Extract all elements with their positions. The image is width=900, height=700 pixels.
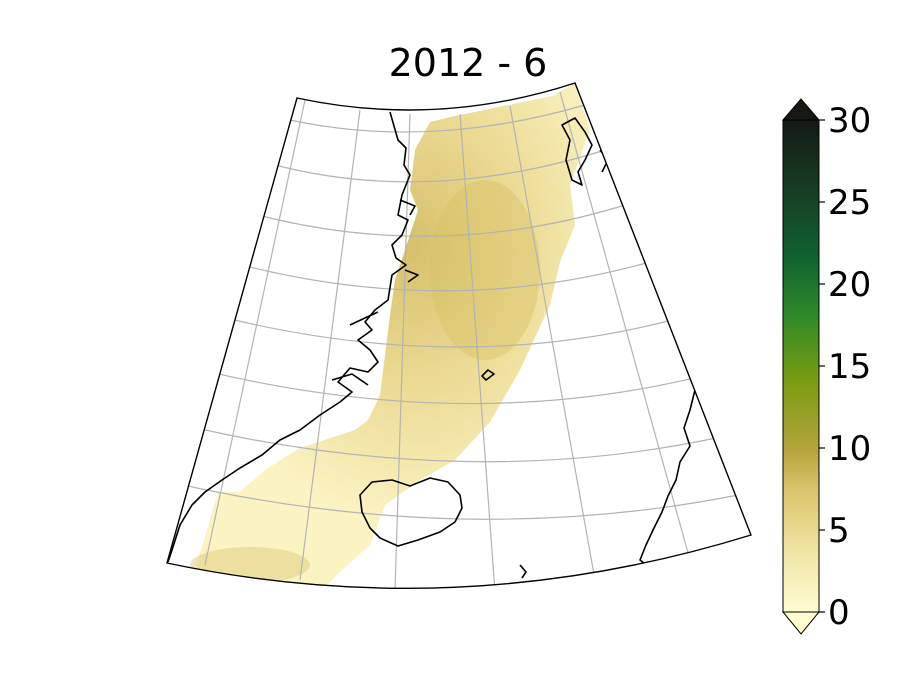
colorbar: 0 5 10 15 20 25 30 xyxy=(781,98,871,635)
colorbar-extend-top xyxy=(781,98,821,121)
colorbar-tick-label: 5 xyxy=(828,511,850,551)
colorbar-tick-label: 30 xyxy=(828,101,871,141)
colorbar-tick-label: 20 xyxy=(828,265,871,305)
colorbar-tick-label: 15 xyxy=(828,347,871,387)
gridlines xyxy=(182,91,739,589)
colorbar-tick-label: 0 xyxy=(828,593,850,633)
data-field xyxy=(195,83,590,589)
colorbar-ticks xyxy=(819,119,825,613)
colorbar-tick-label: 10 xyxy=(828,429,871,469)
colorbar-extend-bottom xyxy=(781,611,821,635)
map-frame xyxy=(166,82,752,589)
map-panel xyxy=(167,83,739,589)
data-field-core xyxy=(430,180,540,360)
colorbar-tick-label: 25 xyxy=(828,183,871,223)
map-title: 2012 - 6 xyxy=(389,41,548,85)
colorbar-bar xyxy=(782,119,820,613)
